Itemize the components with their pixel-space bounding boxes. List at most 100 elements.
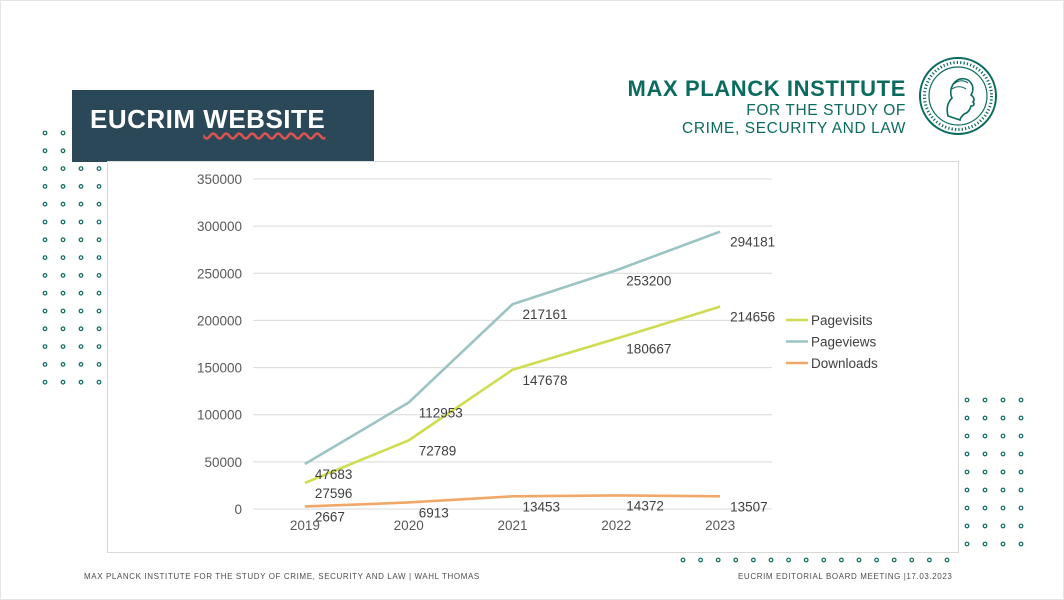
pattern-dot: [78, 237, 84, 243]
pattern-dot: [42, 166, 48, 171]
pattern-dot: [891, 557, 897, 563]
pattern-dot: [96, 290, 102, 296]
pattern-dot: [964, 505, 970, 511]
legend-label: Pageviews: [811, 335, 877, 350]
data-label: 13507: [730, 499, 768, 514]
pattern-dot: [60, 255, 66, 261]
x-tick-label: 2022: [601, 518, 631, 533]
pattern-dot: [96, 255, 102, 261]
pattern-dot: [42, 379, 48, 385]
pattern-dot: [42, 344, 48, 350]
pattern-dot: [964, 451, 970, 457]
pattern-dot: [78, 272, 84, 278]
pattern-dot: [78, 255, 84, 261]
pattern-dot: [60, 272, 66, 278]
pattern-dot: [42, 326, 48, 332]
pattern-dot: [1000, 523, 1006, 529]
institute-logo-text: MAX PLANCK INSTITUTE FOR THE STUDY OF CR…: [628, 76, 906, 138]
y-tick-label: 50000: [204, 455, 242, 470]
pattern-dot: [1000, 487, 1006, 493]
pattern-dot: [1000, 433, 1006, 439]
pattern-dot: [60, 130, 66, 136]
pattern-dot: [1000, 541, 1006, 547]
footer-right: EUCRIM EDITORIAL BOARD MEETING |17.03.20…: [738, 572, 953, 581]
logo-line-3: CRIME, SECURITY AND LAW: [682, 120, 906, 137]
pattern-dot: [1018, 469, 1024, 475]
pattern-dot: [1018, 433, 1024, 439]
pattern-dot: [60, 344, 66, 350]
pattern-dot: [96, 344, 102, 350]
pattern-dot: [1018, 487, 1024, 493]
pattern-dot: [78, 308, 84, 314]
pattern-dot: [78, 166, 84, 171]
pattern-dot: [1000, 451, 1006, 457]
pattern-dot: [60, 201, 66, 207]
y-tick-label: 300000: [197, 219, 242, 234]
pattern-dot: [964, 469, 970, 475]
pattern-dot: [96, 184, 102, 189]
y-tick-label: 0: [234, 502, 242, 517]
pattern-dot: [944, 557, 950, 563]
pattern-dot: [698, 557, 704, 563]
pattern-dot: [1018, 451, 1024, 457]
pattern-dot: [982, 469, 988, 475]
pattern-dot: [1018, 397, 1024, 403]
pattern-dot: [838, 557, 844, 563]
pattern-dot: [60, 379, 66, 385]
pattern-dot: [60, 166, 66, 171]
pattern-dot: [42, 237, 48, 243]
pattern-dot: [78, 290, 84, 296]
pattern-dot: [42, 255, 48, 261]
pattern-dot: [96, 379, 102, 385]
pattern-dot: [60, 148, 66, 154]
pattern-dot: [96, 361, 102, 367]
pattern-dot: [982, 505, 988, 511]
pattern-dot: [1000, 505, 1006, 511]
y-tick-label: 150000: [197, 361, 242, 376]
pattern-dot: [96, 219, 102, 225]
pattern-dot: [78, 361, 84, 367]
pattern-dot: [982, 541, 988, 547]
pattern-dot: [821, 557, 827, 563]
data-label: 47683: [315, 467, 353, 482]
pattern-dot: [42, 201, 48, 207]
pattern-dot: [750, 557, 756, 563]
pattern-dot: [786, 557, 791, 563]
data-label: 180667: [626, 342, 671, 357]
pattern-dot: [874, 557, 880, 563]
data-label: 14372: [626, 498, 664, 513]
pattern-dot: [42, 219, 48, 225]
pattern-dot: [982, 487, 988, 493]
pattern-dot: [60, 219, 66, 225]
pattern-dot: [1000, 415, 1006, 421]
pattern-dot: [982, 397, 988, 403]
pattern-dot: [1018, 415, 1024, 421]
pattern-dot: [96, 272, 102, 278]
slide-title-part2: WEBSITE: [203, 104, 326, 134]
data-label: 13453: [523, 499, 561, 514]
pattern-dot: [60, 290, 66, 296]
logo-line-1: MAX PLANCK INSTITUTE: [627, 76, 906, 101]
y-tick-label: 100000: [197, 408, 242, 423]
pattern-dot: [60, 308, 66, 314]
data-label: 27596: [315, 486, 353, 501]
pattern-dot: [964, 415, 970, 421]
dot-pattern-right: [964, 397, 1024, 547]
data-label: 253200: [626, 273, 671, 288]
data-label: 147678: [523, 373, 568, 388]
pattern-dot: [42, 272, 48, 278]
pattern-dot: [964, 487, 970, 493]
data-label: 6913: [419, 505, 449, 520]
data-label: 294181: [730, 235, 775, 250]
data-label: 214656: [730, 310, 775, 325]
pattern-dot: [1018, 523, 1024, 529]
pattern-dot: [42, 184, 48, 189]
pattern-dot: [78, 184, 84, 189]
pattern-dot: [78, 379, 84, 385]
pattern-dot: [982, 451, 988, 457]
legend-label: Downloads: [811, 356, 878, 371]
pattern-dot: [964, 433, 970, 439]
pattern-dot: [96, 308, 102, 314]
pattern-dot: [856, 557, 862, 563]
